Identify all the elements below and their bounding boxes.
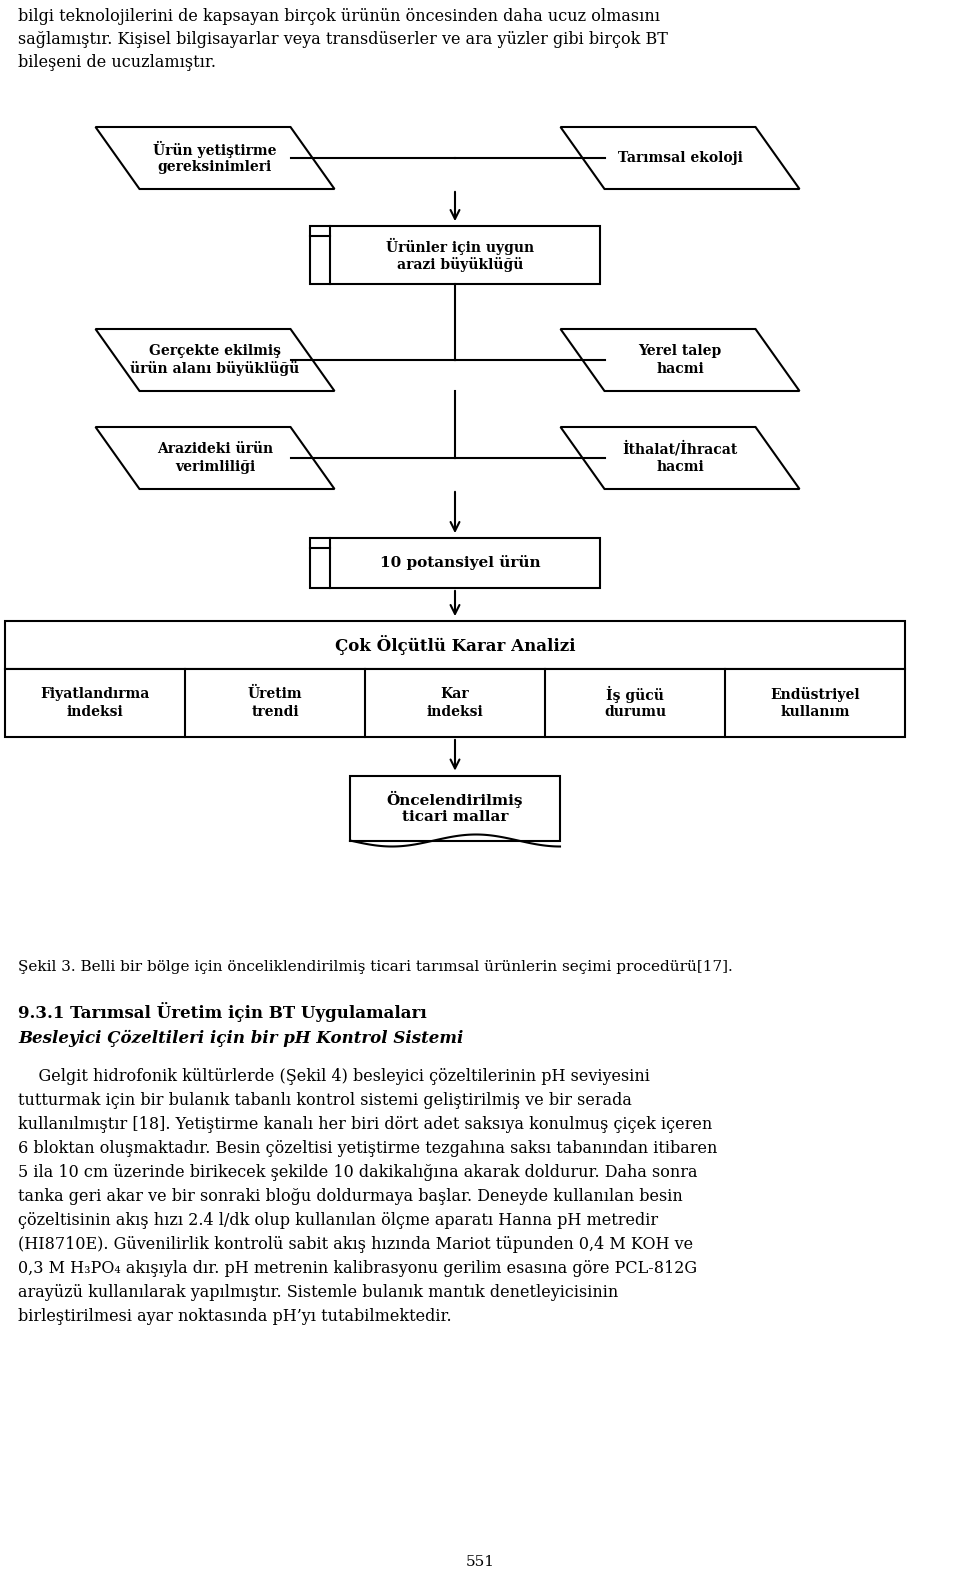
- Text: çözeltisinin akış hızı 2.4 l/dk olup kullanılan ölçme aparatı Hanna pH metredir: çözeltisinin akış hızı 2.4 l/dk olup kul…: [18, 1213, 659, 1228]
- Text: indeksi: indeksi: [66, 705, 124, 719]
- Text: 5 ila 10 cm üzerinde birikecek şekilde 10 dakikalığına akarak doldurur. Daha son: 5 ila 10 cm üzerinde birikecek şekilde 1…: [18, 1164, 698, 1181]
- Text: ticari mallar: ticari mallar: [402, 809, 508, 824]
- Polygon shape: [95, 427, 334, 489]
- Text: Besleyici Çözeltileri için bir pH Kontrol Sistemi: Besleyici Çözeltileri için bir pH Kontro…: [18, 1029, 464, 1047]
- Polygon shape: [95, 329, 334, 391]
- Text: (HI8710E). Güvenilirlik kontrolü sabit akış hızında Mariot tüpunden 0,4 M KOH ve: (HI8710E). Güvenilirlik kontrolü sabit a…: [18, 1236, 693, 1254]
- Text: tanka geri akar ve bir sonraki bloğu doldurmaya başlar. Deneyde kullanılan besin: tanka geri akar ve bir sonraki bloğu dol…: [18, 1187, 683, 1205]
- Text: birleştirilmesi ayar noktasında pH’yı tutabilmektedir.: birleştirilmesi ayar noktasında pH’yı tu…: [18, 1307, 451, 1325]
- Text: ürün alanı büyüklüğü: ürün alanı büyüklüğü: [131, 362, 300, 376]
- Text: 9.3.1 Tarımsal Üretim için BT Uygulamaları: 9.3.1 Tarımsal Üretim için BT Uygulamala…: [18, 1002, 427, 1021]
- Text: kullanım: kullanım: [780, 705, 850, 719]
- Text: 551: 551: [466, 1556, 494, 1568]
- Text: Yerel talep: Yerel talep: [638, 345, 722, 357]
- Text: Gelgit hidrofonik kültürlerde (Şekil 4) besleyici çözeltilerinin pH seviyesini: Gelgit hidrofonik kültürlerde (Şekil 4) …: [18, 1069, 650, 1085]
- Text: Ürün yetiştirme: Ürün yetiştirme: [154, 141, 276, 158]
- Text: İş gücü: İş gücü: [606, 686, 664, 702]
- Text: bilgi teknolojilerini de kapsayan birçok ürünün öncesinden daha ucuz olmasını: bilgi teknolojilerini de kapsayan birçok…: [18, 8, 660, 25]
- Text: kullanılmıştır [18]. Yetiştirme kanalı her biri dört adet saksıya konulmuş çiçek: kullanılmıştır [18]. Yetiştirme kanalı h…: [18, 1116, 712, 1134]
- Text: sağlamıştır. Kişisel bilgisayarlar veya transdüserler ve ara yüzler gibi birçok : sağlamıştır. Kişisel bilgisayarlar veya …: [18, 32, 668, 47]
- Bar: [310, 538, 600, 588]
- Text: Tarımsal ekoloji: Tarımsal ekoloji: [617, 152, 742, 164]
- Text: İthalat/İhracat: İthalat/İhracat: [622, 441, 737, 457]
- Text: durumu: durumu: [604, 705, 666, 719]
- Text: bileşeni de ucuzlamıştır.: bileşeni de ucuzlamıştır.: [18, 54, 216, 71]
- Text: Fiyatlandırma: Fiyatlandırma: [40, 688, 150, 700]
- Text: 10 potansiyel ürün: 10 potansiyel ürün: [380, 555, 540, 571]
- Polygon shape: [561, 427, 800, 489]
- Text: indeksi: indeksi: [426, 705, 484, 719]
- Text: Kar: Kar: [441, 688, 469, 700]
- Bar: [350, 776, 560, 841]
- Text: arayüzü kullanılarak yapılmıştır. Sistemle bulanık mantık denetleyicisinin: arayüzü kullanılarak yapılmıştır. Sistem…: [18, 1284, 618, 1301]
- Text: Ürünler için uygun: Ürünler için uygun: [386, 237, 534, 255]
- Bar: [5, 621, 905, 669]
- Polygon shape: [561, 329, 800, 391]
- Polygon shape: [95, 126, 334, 190]
- Text: Endüstriyel: Endüstriyel: [770, 686, 860, 702]
- Text: Şekil 3. Belli bir bölge için önceliklendirilmiş ticari tarımsal ürünlerin seçim: Şekil 3. Belli bir bölge için önceliklen…: [18, 960, 732, 974]
- Text: gereksinimleri: gereksinimleri: [157, 160, 272, 174]
- Text: 0,3 M H₃PO₄ akışıyla dır. pH metrenin kalibrasyonu gerilim esasına göre PCL-812G: 0,3 M H₃PO₄ akışıyla dır. pH metrenin ka…: [18, 1260, 697, 1277]
- Text: hacmi: hacmi: [656, 460, 704, 474]
- Text: 6 bloktan oluşmaktadır. Besin çözeltisi yetiştirme tezgahına saksı tabanından it: 6 bloktan oluşmaktadır. Besin çözeltisi …: [18, 1140, 717, 1157]
- Text: hacmi: hacmi: [656, 362, 704, 376]
- Text: Çok Ölçütlü Karar Analizi: Çok Ölçütlü Karar Analizi: [335, 636, 575, 655]
- Text: Öncelendirilmiş: Öncelendirilmiş: [387, 790, 523, 808]
- Text: Arazideki ürün: Arazideki ürün: [156, 443, 273, 455]
- Text: tutturmak için bir bulanık tabanlı kontrol sistemi geliştirilmiş ve bir serada: tutturmak için bir bulanık tabanlı kontr…: [18, 1092, 632, 1108]
- Polygon shape: [561, 126, 800, 190]
- Bar: [310, 226, 600, 285]
- Bar: [5, 669, 905, 737]
- Text: Gerçekte ekilmiş: Gerçekte ekilmiş: [149, 345, 281, 357]
- Text: verimliliği: verimliliği: [175, 460, 255, 474]
- Text: arazi büyüklüğü: arazi büyüklüğü: [396, 256, 523, 272]
- Text: Üretim: Üretim: [248, 686, 302, 700]
- Text: trendi: trendi: [252, 705, 299, 719]
